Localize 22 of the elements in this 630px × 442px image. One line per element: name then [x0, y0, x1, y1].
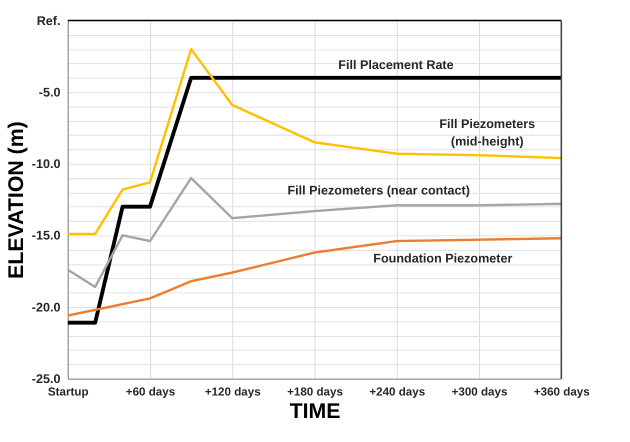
x-tick-label: +240 days: [369, 386, 426, 399]
y-tick-label: -25.0: [32, 372, 60, 386]
annotation: Fill Piezometers (mid-height): [439, 117, 536, 149]
line-series: [68, 48, 562, 236]
y-tick-label: -5.0: [38, 86, 60, 100]
annotation: Fill Placement Rate: [338, 58, 454, 72]
x-tick-label: +120 days: [204, 386, 261, 399]
annotation: Fill Piezometers (near contact): [287, 183, 470, 198]
x-tick-label: Startup: [48, 386, 89, 399]
y-tick-label: -15.0: [32, 228, 60, 243]
x-tick-label: +360 days: [534, 386, 590, 399]
y-tick-label: Ref.: [36, 14, 60, 28]
annotation: Foundation Piezometer: [373, 252, 512, 266]
x-axis-title: TIME: [290, 398, 340, 423]
y-tick-label: -20.0: [32, 300, 60, 314]
x-tick-label: +60 days: [126, 386, 176, 399]
y-tick-label: -10.0: [32, 157, 60, 172]
x-tick-label: +180 days: [287, 386, 343, 399]
line-series: [68, 176, 562, 288]
y-axis-title: ELEVATION (m): [4, 121, 28, 279]
x-tick-label: +300 days: [452, 386, 508, 399]
line-series: [68, 237, 562, 317]
